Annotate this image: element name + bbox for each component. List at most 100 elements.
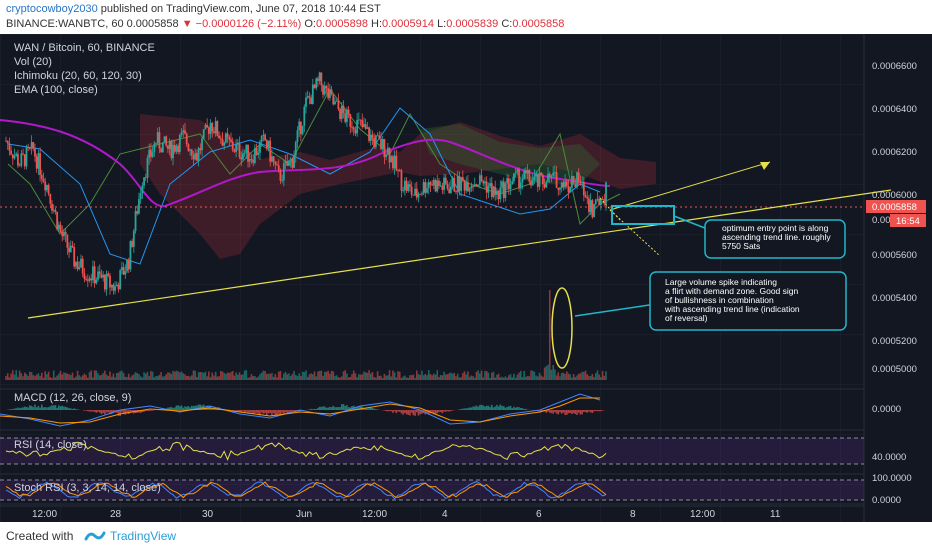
macd-histogram-bar: [87, 410, 89, 412]
volume-bar: [139, 376, 142, 380]
ichimoku-cloud: [140, 114, 656, 259]
volume-bar: [56, 375, 58, 380]
candle-body: [347, 109, 350, 115]
macd-histogram-bar: [577, 410, 580, 413]
volume-bar: [255, 377, 258, 380]
macd-histogram-bar: [272, 410, 275, 414]
candle-body: [429, 182, 432, 185]
macd-histogram-bar: [434, 410, 437, 415]
candle-body: [507, 178, 510, 190]
volume-bar: [335, 375, 338, 380]
candle-body: [114, 286, 116, 291]
volume-bar: [434, 374, 437, 380]
legend-ichimoku: Ichimoku (20, 60, 120, 30): [14, 70, 142, 82]
volume-bar: [155, 376, 157, 380]
volume-bar: [480, 370, 483, 380]
volume-bar: [477, 370, 479, 380]
volume-bar: [226, 372, 229, 380]
volume-bar: [458, 377, 461, 380]
entry-annotation-box[interactable]: [704, 219, 846, 259]
candle-body: [410, 186, 413, 195]
volume-bar: [422, 375, 425, 380]
volume-bar: [327, 370, 329, 380]
volume-bar: [443, 371, 445, 380]
volume-bar: [482, 377, 485, 380]
candle-body: [484, 181, 486, 184]
candle-body: [521, 178, 524, 183]
candle-body: [20, 153, 23, 166]
candle-body: [518, 169, 520, 189]
candle-body: [378, 135, 381, 139]
macd-histogram-bar: [385, 410, 387, 412]
volume-bar: [141, 377, 144, 380]
macd-histogram-bar: [83, 410, 86, 411]
candle-body: [400, 170, 403, 191]
volume-bar: [415, 370, 418, 380]
volume-bar: [115, 373, 118, 380]
volume-bar: [528, 376, 531, 380]
macd-histogram-bar: [567, 410, 570, 414]
volume-bar: [562, 372, 565, 380]
volume-bar: [240, 374, 243, 380]
macd-histogram-bar: [492, 407, 495, 410]
volume-bar: [414, 377, 416, 380]
rsi-line: [5, 441, 607, 461]
candle-body: [371, 134, 374, 139]
macd-histogram-bar: [112, 410, 115, 414]
volume-bar: [46, 374, 48, 380]
macd-histogram-bar: [73, 408, 75, 410]
chart-svg[interactable]: optimum entry point is along ascending t…: [0, 34, 932, 522]
candle-body: [513, 173, 515, 182]
volume-bar: [600, 377, 602, 380]
candle-body: [184, 130, 186, 134]
candle-body: [545, 181, 548, 188]
volume-bar: [121, 370, 123, 380]
macd-histogram-bar: [233, 410, 236, 411]
author-link[interactable]: cryptocowboy2030: [6, 3, 98, 15]
chart-area[interactable]: optimum entry point is along ascending t…: [0, 34, 932, 522]
volume-bar: [502, 377, 505, 380]
volume-bar: [131, 375, 133, 380]
candle-body: [95, 279, 98, 284]
macd-histogram-bar: [54, 405, 57, 410]
candle-body: [460, 177, 463, 192]
volume-bar: [35, 374, 38, 380]
last-price: 0.0005858: [126, 18, 179, 30]
candle-body: [313, 84, 316, 89]
candle-body: [574, 183, 577, 187]
tradingview-brand[interactable]: TradingView: [110, 529, 177, 543]
volume-bar: [303, 372, 306, 380]
candle-body: [224, 133, 227, 143]
volume-bar: [542, 376, 544, 380]
candle-body: [548, 173, 551, 178]
macd-histogram-bar: [559, 410, 561, 413]
volume-bar: [300, 376, 302, 380]
tradingview-logo-icon[interactable]: [84, 529, 106, 543]
macd-histogram-bar: [439, 410, 442, 412]
volume-bar: [277, 371, 280, 380]
volume-bar: [47, 371, 50, 380]
volume-annotation-line: with ascending trend line (indication: [664, 304, 800, 314]
macd-histogram-bar: [42, 407, 45, 410]
candles: [5, 71, 607, 296]
volume-bar: [213, 375, 215, 380]
candle-body: [5, 140, 7, 142]
candle-body: [417, 193, 420, 198]
volume-annotation-box[interactable]: [649, 271, 847, 331]
volume-bar: [243, 370, 246, 380]
macd-histogram-bar: [479, 405, 481, 410]
candle-body: [446, 184, 449, 189]
macd-histogram-bar: [395, 410, 398, 414]
candle-body: [175, 145, 178, 152]
candle-body: [11, 154, 14, 159]
volume-bar: [516, 374, 519, 380]
macd-histogram-bar: [127, 410, 130, 414]
high-value: 0.0005914: [382, 18, 434, 30]
volume-bar: [349, 376, 352, 380]
entry-zone-box[interactable]: [611, 205, 675, 225]
candle-body: [448, 188, 451, 193]
candle-body: [76, 261, 79, 270]
volume-bar: [519, 370, 522, 380]
macd-histogram-bar: [555, 410, 558, 414]
candle-body: [86, 279, 89, 281]
